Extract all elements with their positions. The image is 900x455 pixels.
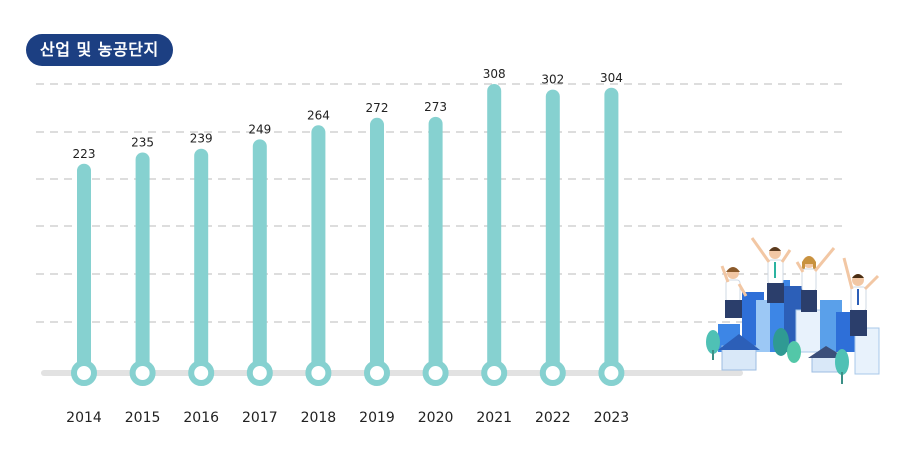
x-tick-label-2019: 2019 (359, 410, 395, 426)
bar-base-marker-2018 (305, 360, 332, 386)
x-tick-label-2020: 2020 (418, 410, 454, 426)
category-badge: 산업 및 농공단지 (26, 34, 173, 66)
value-label-2021: 308 (483, 67, 506, 81)
value-label-2016: 239 (190, 132, 213, 146)
value-label-2022: 302 (541, 73, 564, 87)
x-tick-label-2022: 2022 (535, 410, 571, 426)
bar-base-marker-2020 (422, 360, 449, 386)
value-label-2019: 272 (366, 101, 389, 115)
bar-base-marker-2016 (188, 360, 215, 386)
value-label-2017: 249 (248, 122, 271, 136)
bar-base-marker-2021 (481, 360, 508, 386)
city-people-illustration (706, 237, 880, 384)
bar-base-marker-2019 (364, 360, 390, 386)
bar-base-marker-2017 (246, 360, 273, 386)
bars-group: 223 235 239 249 264 272 273 308 302 304 (71, 67, 625, 386)
value-label-2014: 223 (73, 147, 96, 161)
x-tick-label-2014: 2014 (66, 410, 102, 426)
x-tick-label-2016: 2016 (183, 410, 219, 426)
value-label-2015: 235 (131, 135, 154, 149)
bar-base-marker-2014 (71, 360, 97, 386)
bar-base-marker-2022 (539, 360, 566, 386)
bar-base-marker-2015 (129, 360, 156, 386)
value-label-2020: 273 (424, 100, 447, 114)
x-tick-label-2023: 2023 (594, 410, 630, 426)
x-tick-label-2018: 2018 (301, 410, 337, 426)
x-tick-label-2017: 2017 (242, 410, 278, 426)
x-tick-label-2015: 2015 (125, 410, 161, 426)
x-axis-labels: 2014 2015 2016 2017 2018 2019 2020 2021 2022 2023 (66, 410, 629, 426)
bar-base-marker-2023 (598, 360, 625, 386)
x-tick-label-2021: 2021 (476, 410, 512, 426)
value-label-2023: 304 (600, 71, 623, 85)
value-label-2018: 264 (307, 108, 330, 122)
